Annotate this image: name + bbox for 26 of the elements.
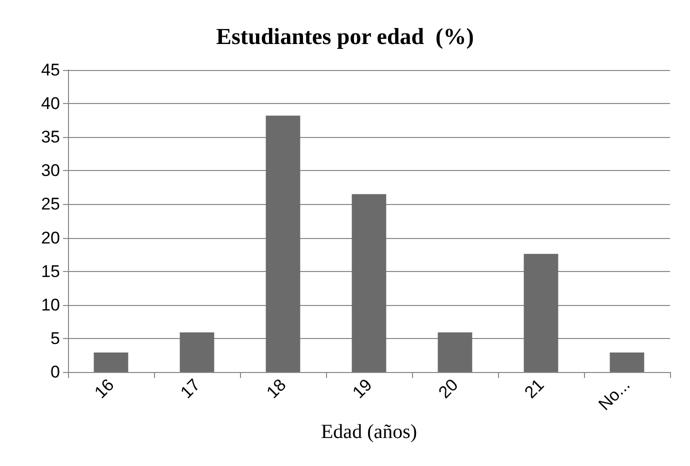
y-tick-label: 45 (41, 60, 60, 80)
bar (610, 352, 644, 372)
bar (180, 332, 214, 372)
y-tick-label: 20 (41, 228, 60, 248)
y-tick-label: 5 (50, 328, 60, 348)
chart-title: Estudiantes por edad (%) (216, 24, 474, 49)
bar (524, 254, 558, 372)
bar (438, 332, 472, 372)
bar (352, 194, 386, 372)
x-tick-label: 17 (176, 375, 204, 402)
x-tick-label: 21 (520, 375, 548, 402)
y-tick-label: 35 (41, 128, 60, 147)
x-axis-title: Edad (años) (320, 421, 418, 443)
y-tick-label: 0 (50, 362, 60, 382)
x-tick-label: 19 (348, 375, 376, 402)
y-tick-label: 15 (41, 262, 60, 281)
x-tick-label: 16 (90, 375, 118, 402)
x-tick-label: 18 (262, 375, 290, 402)
bar (94, 352, 128, 372)
y-tick-label: 30 (41, 161, 60, 180)
y-tick-label: 25 (41, 194, 60, 214)
y-tick-label: 10 (41, 295, 60, 314)
x-tick-label: No... (594, 375, 634, 414)
y-tick-label: 40 (41, 94, 60, 114)
x-tick-label: 20 (434, 375, 462, 402)
bar (266, 116, 300, 372)
